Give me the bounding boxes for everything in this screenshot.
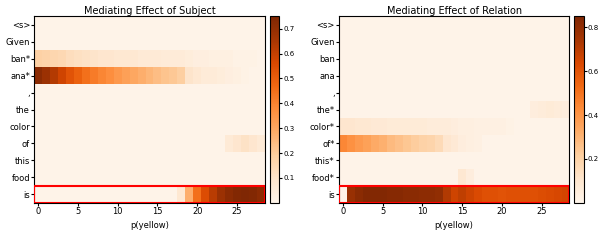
Bar bbox=[34, 186, 265, 203]
X-axis label: p(yellow): p(yellow) bbox=[435, 221, 474, 230]
Title: Mediating Effect of Subject: Mediating Effect of Subject bbox=[84, 6, 215, 16]
X-axis label: p(yellow): p(yellow) bbox=[130, 221, 169, 230]
Title: Mediating Effect of Relation: Mediating Effect of Relation bbox=[387, 6, 522, 16]
Bar bbox=[339, 186, 570, 203]
